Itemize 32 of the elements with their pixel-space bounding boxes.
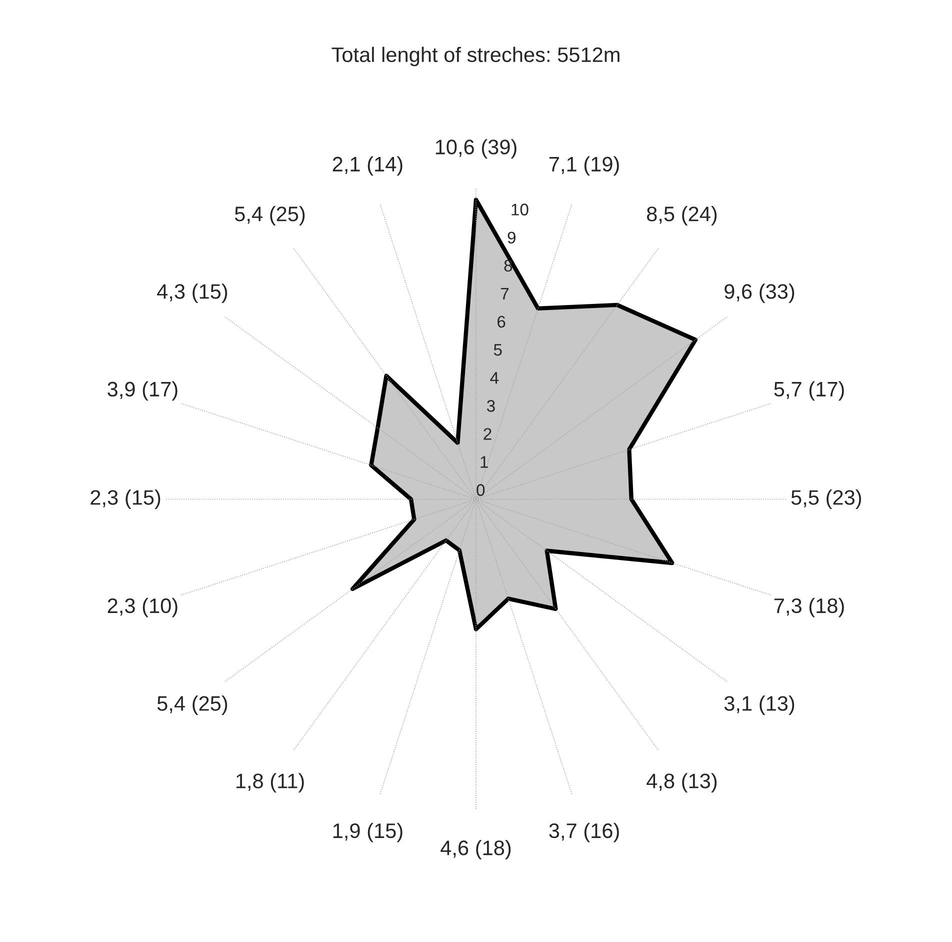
spoke-label: 5,4 (25)	[234, 206, 305, 226]
y-tick-label: 9	[508, 232, 516, 244]
spoke-label: 4,8 (13)	[646, 773, 717, 792]
spoke-label: 8,5 (24)	[646, 206, 717, 226]
y-tick-label: 2	[484, 428, 492, 440]
y-tick-label: 6	[498, 316, 506, 328]
spoke-label: 1,8 (11)	[236, 773, 304, 792]
y-tick-label: 3	[486, 400, 495, 412]
spoke-label: 10,6 (39)	[436, 139, 516, 159]
spoke-label: 4,6 (18)	[440, 840, 511, 860]
spoke-label: 5,5 (23)	[791, 490, 862, 509]
y-tick-label: 0	[476, 484, 485, 496]
y-tick-label: 7	[500, 288, 509, 300]
y-tick-label: 10	[512, 204, 528, 216]
y-tick-label: 5	[494, 344, 502, 356]
spoke-label: 3,1 (13)	[724, 696, 794, 715]
spoke-label: 3,7 (16)	[549, 822, 619, 842]
spoke-label: 3,9 (17)	[108, 381, 178, 401]
spoke-label: 4,3 (15)	[157, 284, 228, 303]
spoke-label: 9,6 (33)	[724, 284, 794, 303]
spoke-label: 1,9 (15)	[333, 822, 402, 842]
y-tick-label: 8	[504, 260, 512, 272]
spoke-label: 5,4 (25)	[157, 696, 228, 715]
spoke-label: 2,1 (14)	[332, 156, 402, 176]
chart-title: Total lenght of streches: 5512m	[332, 46, 620, 66]
spoke-label: 7,1 (19)	[549, 156, 619, 176]
y-tick-label: 4	[490, 372, 499, 384]
spoke-label: 2,3 (10)	[108, 598, 178, 618]
spoke-label: 7,3 (18)	[774, 598, 844, 618]
spoke-label: 2,3 (15)	[90, 490, 160, 509]
y-tick-label: 1	[480, 456, 488, 468]
spoke-label: 5,7 (17)	[774, 381, 844, 401]
